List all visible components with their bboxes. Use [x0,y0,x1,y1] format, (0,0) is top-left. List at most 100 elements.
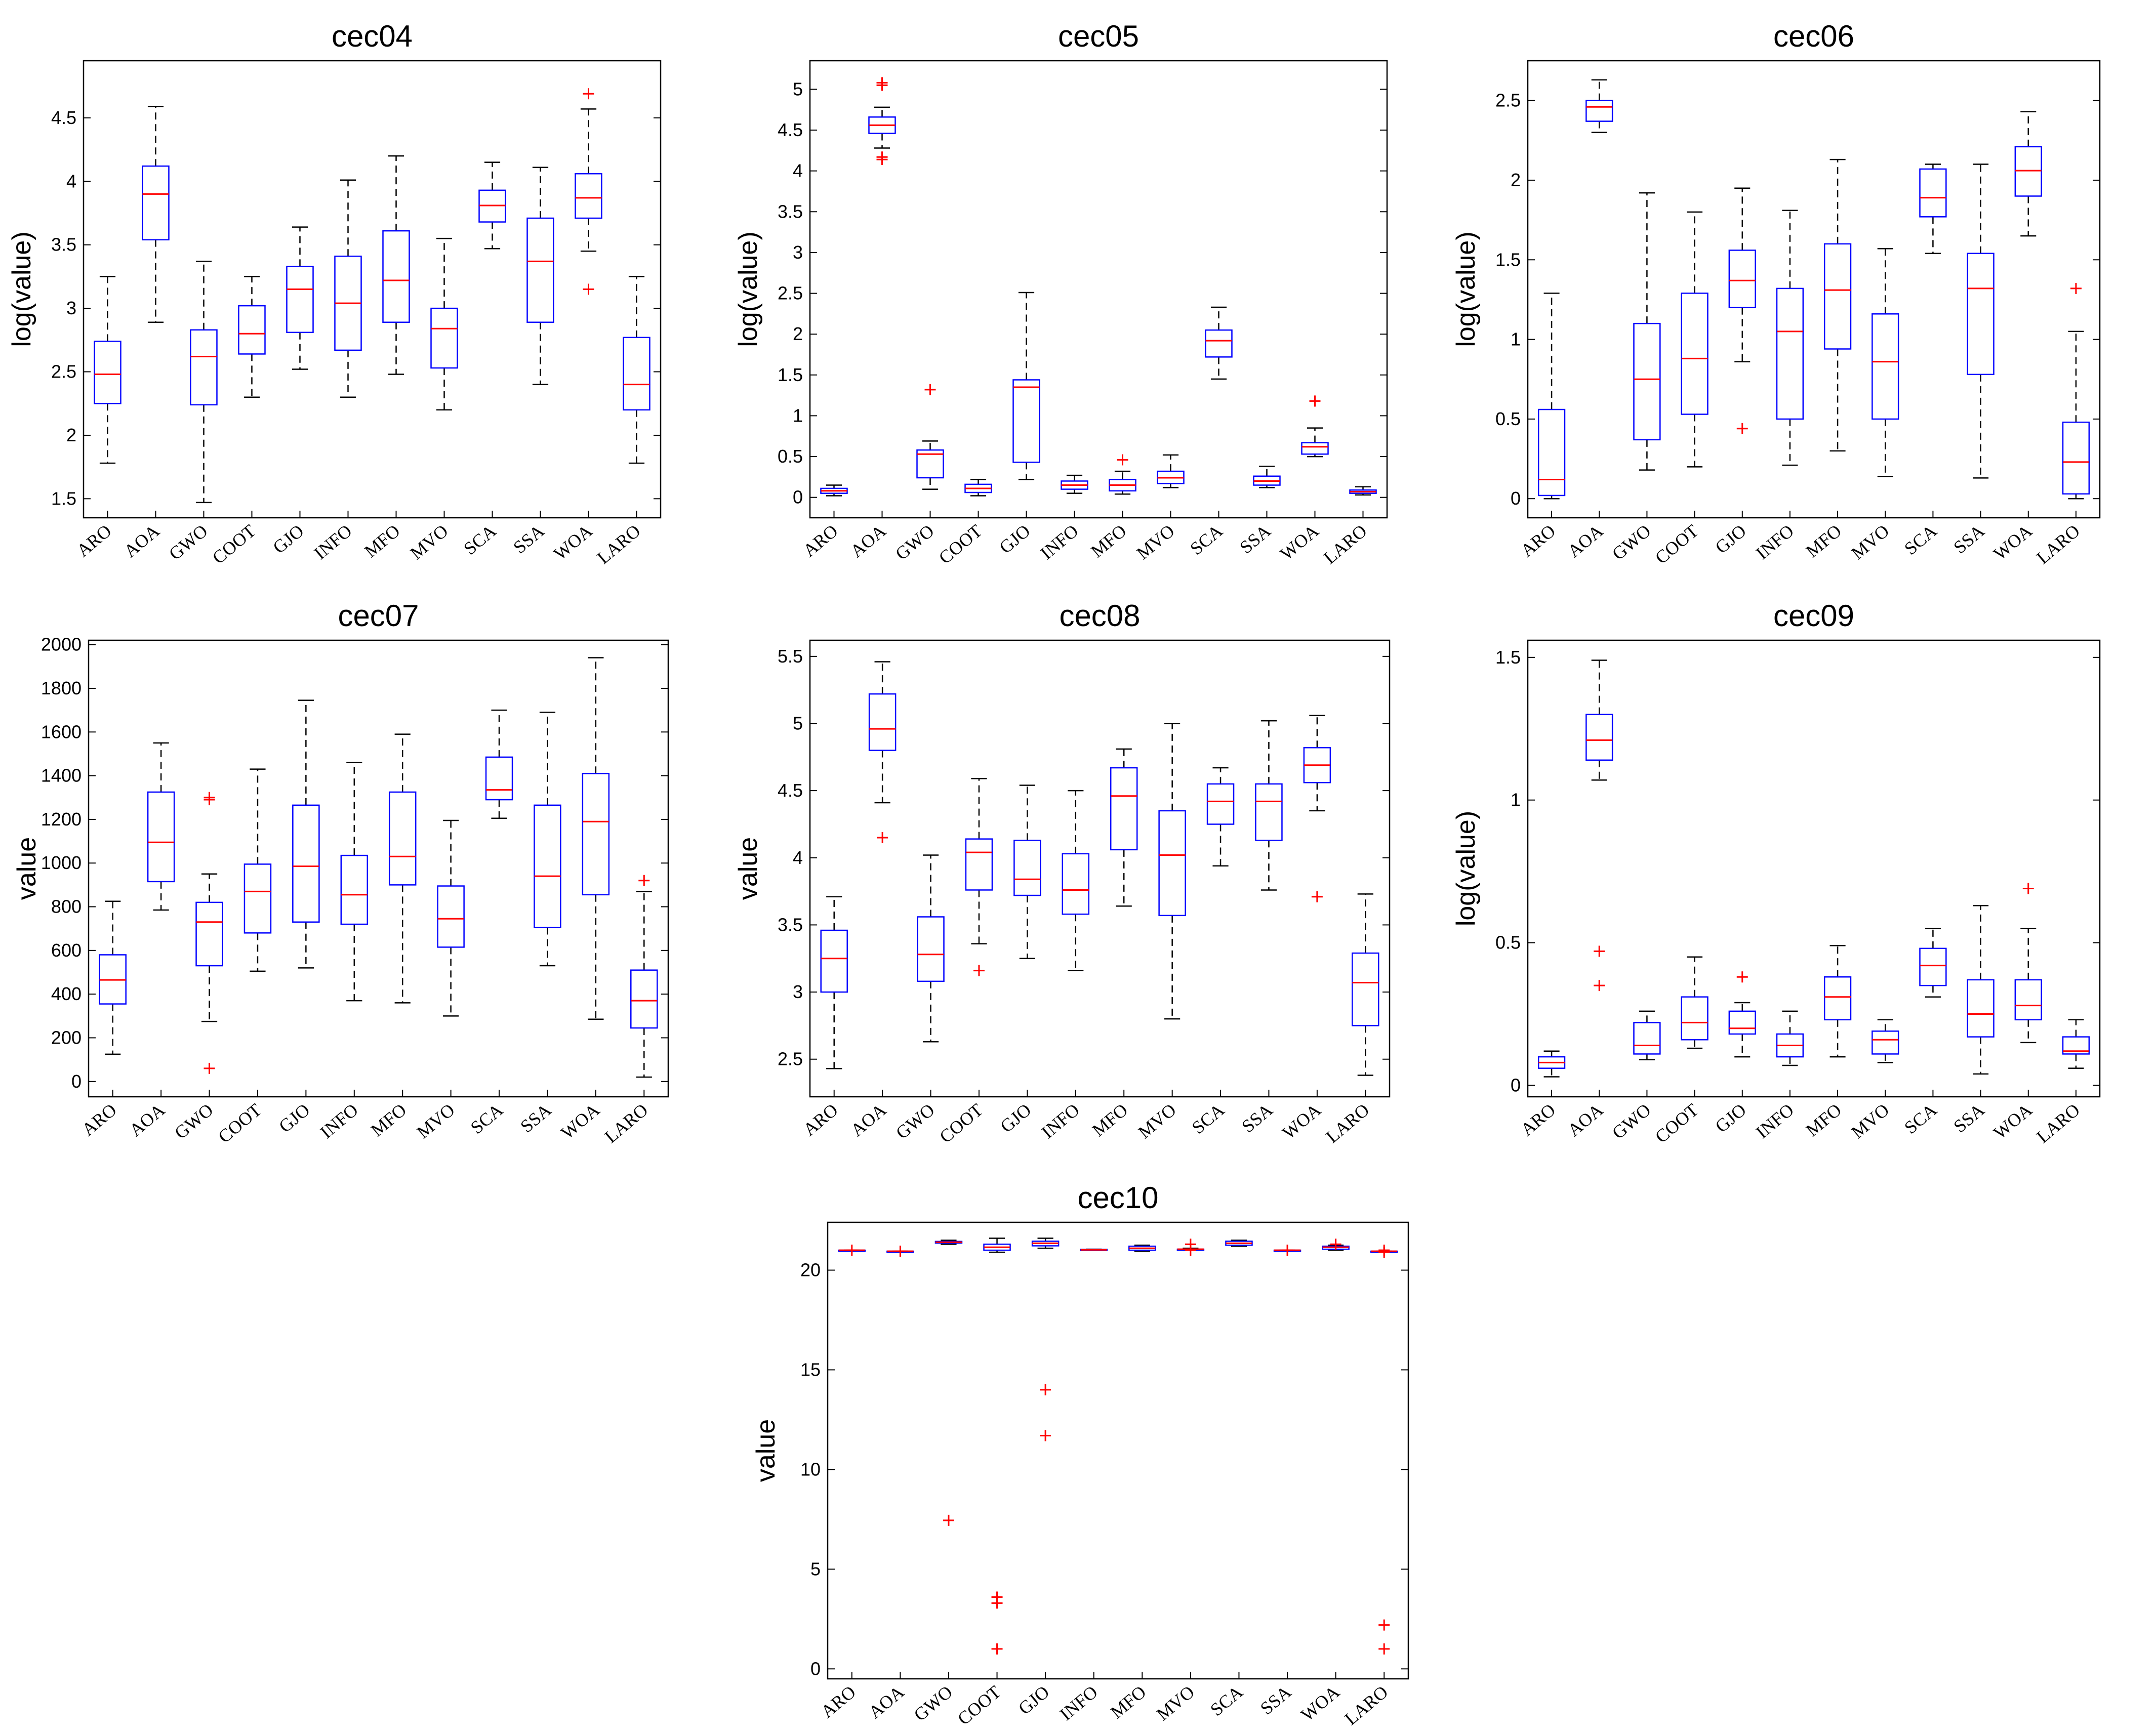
y-tick-label: 600 [51,940,82,961]
outlier-marker [583,88,594,100]
y-tick-label: 3.5 [778,201,803,222]
x-tick-label: INFO [1038,1099,1083,1142]
y-tick-label: 10 [800,1459,821,1479]
x-tick-label: INFO [1056,1681,1102,1724]
y-tick-label: 15 [800,1359,821,1380]
x-tick-label: SSA [509,520,548,557]
outlier-marker [1330,1238,1341,1250]
box-iqr [1681,996,1708,1041]
box-iqr [1728,250,1756,308]
box-iqr [142,165,170,240]
box-iqr [623,337,650,411]
y-tick-label: 0 [1511,488,1521,509]
y-tick-label: 1200 [41,809,82,830]
x-tick-label: INFO [1752,520,1798,563]
y-tick-label: 0.5 [1495,932,1521,953]
box-iqr [1919,168,1947,218]
outlier-marker [1282,1245,1293,1256]
x-tick-label: WOA [1278,1099,1325,1143]
y-tick-label: 3.5 [51,234,76,255]
outlier-marker [1378,1247,1390,1258]
x-tick-label: SCA [1206,1681,1246,1720]
x-tick-label: LARO [593,520,644,568]
box-iqr [340,854,369,925]
x-tick-label: MVO [1134,1099,1180,1142]
x-tick-label: MFO [1802,1099,1845,1140]
x-tick-label: MFO [1802,520,1845,561]
chart-title: cec08 [1059,599,1140,633]
outlier-marker [1736,423,1748,434]
x-tick-label: SSA [1236,520,1274,557]
x-tick-label: AOA [865,1681,908,1722]
chart-title: cec04 [332,19,413,53]
x-tick-label: MVO [1133,520,1178,563]
outlier-marker [583,283,594,295]
y-tick-label: 4.5 [778,780,803,801]
x-tick-label: GWO [910,1681,957,1725]
y-tick-label: 0 [793,487,803,508]
outlier-marker [924,384,936,395]
x-tick-label: INFO [316,1099,362,1142]
x-tick-label: ARO [799,1099,842,1140]
y-tick-label: 1 [793,405,803,426]
x-tick-label: GJO [1014,1681,1053,1718]
outlier-marker [204,1062,215,1074]
x-tick-label: ARO [799,520,842,561]
box-iqr [2014,146,2042,197]
outlier-marker [877,832,888,843]
x-tick-label: GWO [165,520,212,564]
box-iqr [1872,313,1899,420]
y-tick-label: 5 [793,78,803,99]
y-tick-label: 3 [793,242,803,263]
x-tick-label: GJO [269,520,307,557]
plot-frame [809,60,1388,519]
x-tick-label: SSA [1256,1681,1295,1718]
y-tick-label: 2.5 [778,283,803,304]
y-tick-label: 4.5 [51,107,76,128]
y-tick-label: 0 [810,1658,821,1679]
x-tick-label: MVO [1847,520,1893,563]
outlier-marker [894,1246,906,1257]
y-tick-label: 3 [793,981,803,1002]
x-tick-label: INFO [1037,520,1082,563]
box-iqr [485,756,513,801]
box-iqr [238,305,266,355]
y-tick-label: 5 [793,713,803,733]
box-iqr [1585,100,1613,122]
x-tick-label: MFO [360,520,403,561]
x-tick-label: AOA [120,520,163,561]
x-tick-label: MVO [406,520,452,563]
box-iqr [1823,243,1852,350]
outlier-marker [638,875,650,886]
y-axis-label: log(value) [1451,231,1481,347]
x-tick-label: MFO [367,1099,410,1140]
y-tick-label: 1800 [41,678,82,698]
y-tick-label: 0 [1511,1075,1521,1095]
outlier-marker [973,965,985,976]
plot-frame [1527,639,2101,1098]
box-iqr [382,230,410,323]
x-tick-label: SCA [1900,1099,1940,1138]
plot-frame [809,639,1391,1098]
x-tick-label: SCA [1188,1099,1228,1138]
y-axis-label: log(value) [734,231,763,347]
x-tick-label: MFO [1087,520,1130,561]
y-tick-label: 1 [1511,790,1521,810]
x-tick-label: MVO [1847,1099,1893,1142]
y-tick-label: 0.5 [778,446,803,467]
x-tick-label: WOA [1297,1681,1344,1725]
x-tick-label: COOT [209,520,260,568]
box-iqr [190,329,218,406]
outlier-marker [943,1514,954,1526]
x-tick-label: SSA [1949,520,1988,557]
box-iqr [437,885,465,948]
x-tick-label: LARO [2032,520,2084,568]
outlier-marker [2022,883,2034,894]
chart-panel-cec04: cec04 log(value) 1.5 2 2.5 3 3.5 4 4.5 ARO AOA GWOC… [7,19,662,568]
x-tick-label: COOT [954,1681,1005,1729]
box-iqr [147,791,175,883]
box-iqr [1633,1022,1661,1055]
x-tick-label: LARO [1341,1681,1392,1729]
